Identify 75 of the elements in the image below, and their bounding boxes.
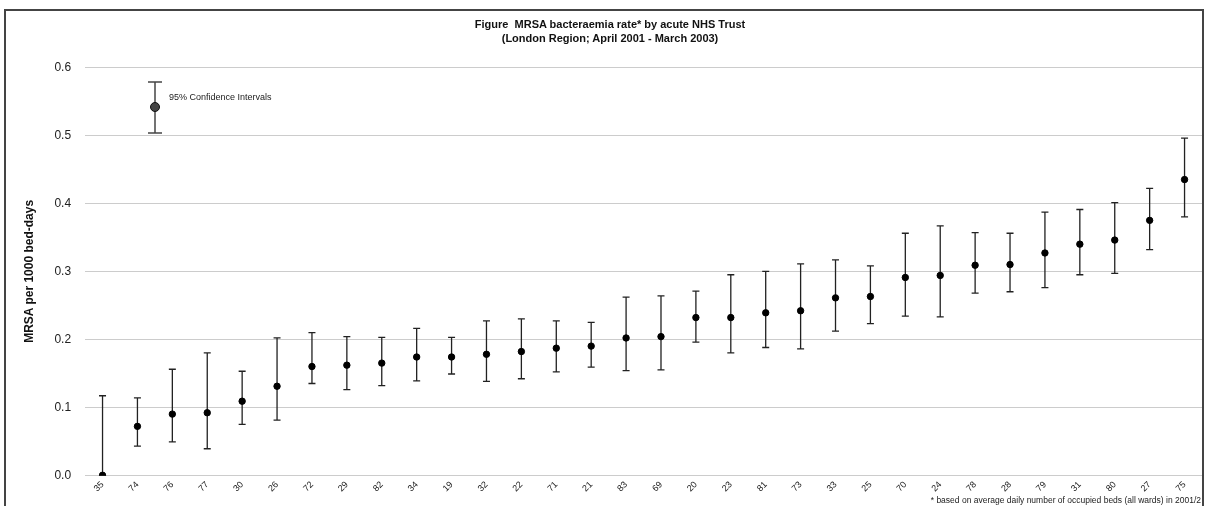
x-tick-label: 77	[196, 479, 211, 494]
chart-subtitle: (London Region; April 2001 - March 2003)	[501, 31, 719, 44]
x-tick-label: 27	[1138, 479, 1153, 494]
point	[762, 309, 770, 317]
y-tick-label: 0.0	[54, 467, 72, 482]
point	[971, 261, 979, 269]
x-tick-label: 20	[684, 479, 700, 494]
point	[238, 397, 246, 405]
x-tick-label: 19	[440, 479, 455, 494]
point	[308, 362, 316, 371]
x-tick-label: 82	[370, 479, 385, 494]
chart-title: Figure MRSA bacteraemia rate* by acute NHS Trust	[474, 17, 746, 30]
x-tick-label: 81	[754, 479, 769, 494]
y-tick-label: 0.5	[54, 127, 72, 142]
x-tick-label: 25	[859, 479, 874, 494]
x-tick-label: 69	[650, 479, 665, 494]
point	[1180, 175, 1189, 184]
text: * based on average daily number of occupied beds (all wards) in 2001/2	[930, 495, 1202, 506]
point	[727, 313, 735, 322]
x-tick-label: 75	[1173, 479, 1188, 494]
x-tick-label: 80	[1103, 479, 1118, 494]
y-tick-label: 0.4	[54, 195, 72, 210]
point	[1006, 260, 1014, 269]
x-tick-label: 24	[929, 479, 944, 494]
x-tick-label: 22	[510, 479, 525, 494]
point	[901, 273, 910, 282]
x-tick-label: 83	[615, 479, 630, 494]
point	[168, 410, 177, 418]
x-tick-label: 73	[789, 479, 804, 494]
y-tick-label: 0.3	[54, 263, 72, 278]
point	[447, 353, 456, 361]
point	[657, 332, 665, 341]
point	[343, 361, 351, 369]
point	[587, 342, 595, 350]
point	[866, 292, 875, 301]
x-tick-label: 21	[580, 479, 595, 494]
x-tick-label: 30	[231, 479, 246, 494]
point	[936, 271, 944, 280]
x-tick-label: 74	[126, 479, 141, 494]
point	[552, 344, 560, 352]
x-tick-label: 26	[266, 479, 281, 494]
point	[1041, 249, 1049, 257]
point	[796, 307, 805, 315]
y-axis-title: MRSA per 1000 bed-days	[21, 199, 36, 343]
y-tick-label: 0.2	[54, 331, 72, 346]
x-tick-label: 70	[894, 479, 909, 494]
y-tick-label: 0.6	[54, 59, 72, 74]
point	[273, 382, 281, 390]
x-tick-label: 29	[335, 479, 351, 494]
x-tick-label: 31	[1068, 479, 1084, 494]
x-tick-label: 72	[300, 479, 316, 494]
x-tick-label: 33	[824, 479, 839, 494]
point	[692, 313, 700, 322]
point	[831, 294, 840, 302]
x-tick-label: 78	[964, 479, 979, 494]
point	[378, 359, 386, 367]
x-tick-label: 34	[405, 479, 420, 494]
x-tick-label: 79	[1033, 479, 1049, 494]
x-tick-label: 28	[999, 479, 1014, 494]
point	[517, 347, 526, 356]
y-tick-label: 0.1	[54, 399, 72, 414]
point	[203, 409, 211, 417]
x-tick-label: 76	[161, 479, 176, 494]
x-tick-label: 71	[545, 479, 560, 494]
x-tick-label: 32	[475, 479, 490, 494]
x-tick-label: 23	[719, 479, 734, 494]
point	[133, 422, 142, 431]
point	[1145, 216, 1154, 225]
x-tick-label: 35	[91, 479, 106, 494]
point	[1111, 236, 1119, 244]
annotation: 95% Confidence Intervals	[168, 92, 272, 103]
point	[412, 353, 421, 361]
point	[482, 350, 491, 358]
point	[1076, 240, 1084, 248]
point	[622, 334, 630, 342]
